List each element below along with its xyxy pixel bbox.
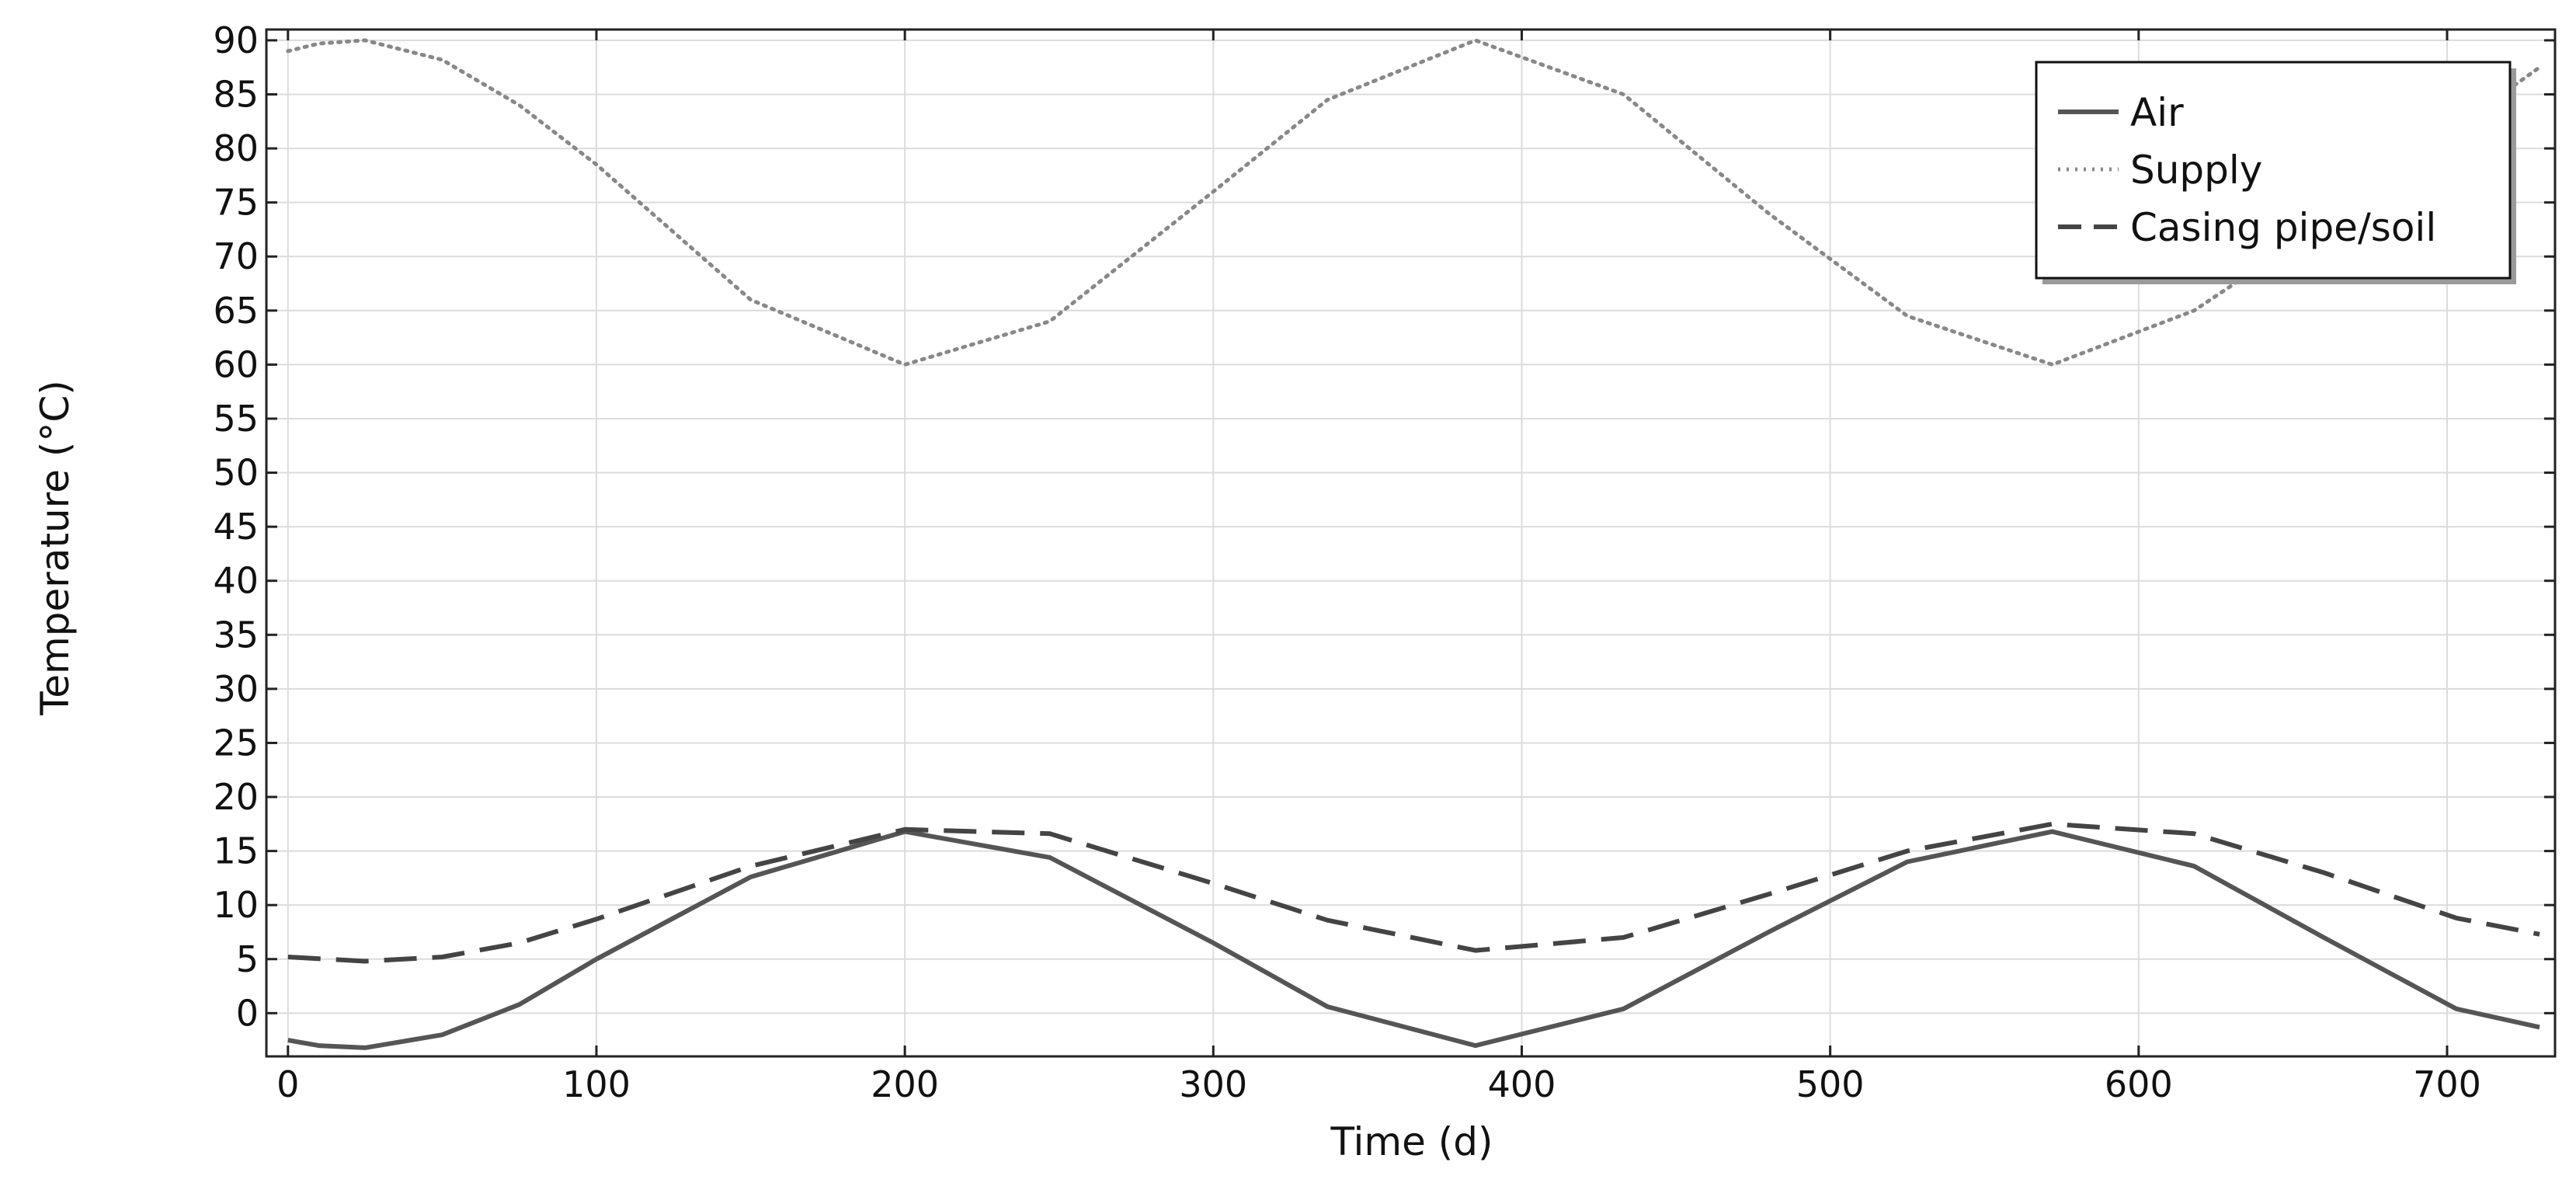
y-tick-label: 30: [213, 668, 259, 710]
x-tick-label: 600: [2105, 1063, 2173, 1105]
y-tick-label: 45: [213, 506, 259, 548]
y-tick-label: 20: [213, 776, 259, 818]
x-tick-label: 500: [1796, 1063, 1865, 1105]
x-tick-label: 100: [562, 1063, 631, 1105]
y-tick-label: 40: [213, 560, 259, 602]
y-tick-label: 70: [213, 235, 259, 277]
y-tick-label: 50: [213, 452, 259, 494]
y-tick-label: 5: [236, 938, 259, 980]
legend-box: [2035, 61, 2512, 280]
x-axis-title: Time (d): [1330, 1119, 1493, 1164]
x-tick-label: 300: [1179, 1063, 1247, 1105]
legend-label-air: Air: [2130, 90, 2184, 135]
y-tick-label: 75: [213, 182, 259, 224]
y-axis-title: Temperature (°C): [33, 380, 78, 716]
x-tick-label: 700: [2413, 1063, 2481, 1105]
series-line-supply: [286, 38, 2542, 367]
series-line-air: [287, 829, 2540, 1050]
x-tick-label: 0: [276, 1063, 299, 1105]
x-tick-label: 400: [1488, 1063, 1556, 1105]
series-lines: [286, 38, 2542, 1050]
y-tick-label: 0: [236, 992, 259, 1034]
plot-frame: [265, 28, 2557, 1058]
y-tick-label: 15: [213, 830, 259, 872]
legend: Air Supply Casing pipe/soil: [2035, 61, 2516, 284]
y-tick-label: 90: [213, 19, 259, 61]
axis-ticks: 0 100 200 300 400 500 600 700 0 5 10 15 20 25 30 35 40 45…: [213, 19, 2555, 1105]
y-tick-label: 25: [213, 722, 259, 764]
y-tick-label: 35: [213, 614, 259, 656]
y-tick-label: 60: [213, 343, 259, 385]
y-tick-label: 85: [213, 73, 259, 115]
y-tick-label: 55: [213, 398, 259, 440]
y-tick-label: 80: [213, 127, 259, 169]
y-tick-label: 65: [213, 290, 259, 332]
legend-label-supply: Supply: [2130, 148, 2262, 193]
legend-label-casing-pipe-soil: Casing pipe/soil: [2130, 205, 2436, 250]
y-tick-label: 10: [213, 884, 259, 926]
series-line-casing-pipe-soil: [287, 821, 2540, 964]
x-tick-label: 200: [871, 1063, 939, 1105]
